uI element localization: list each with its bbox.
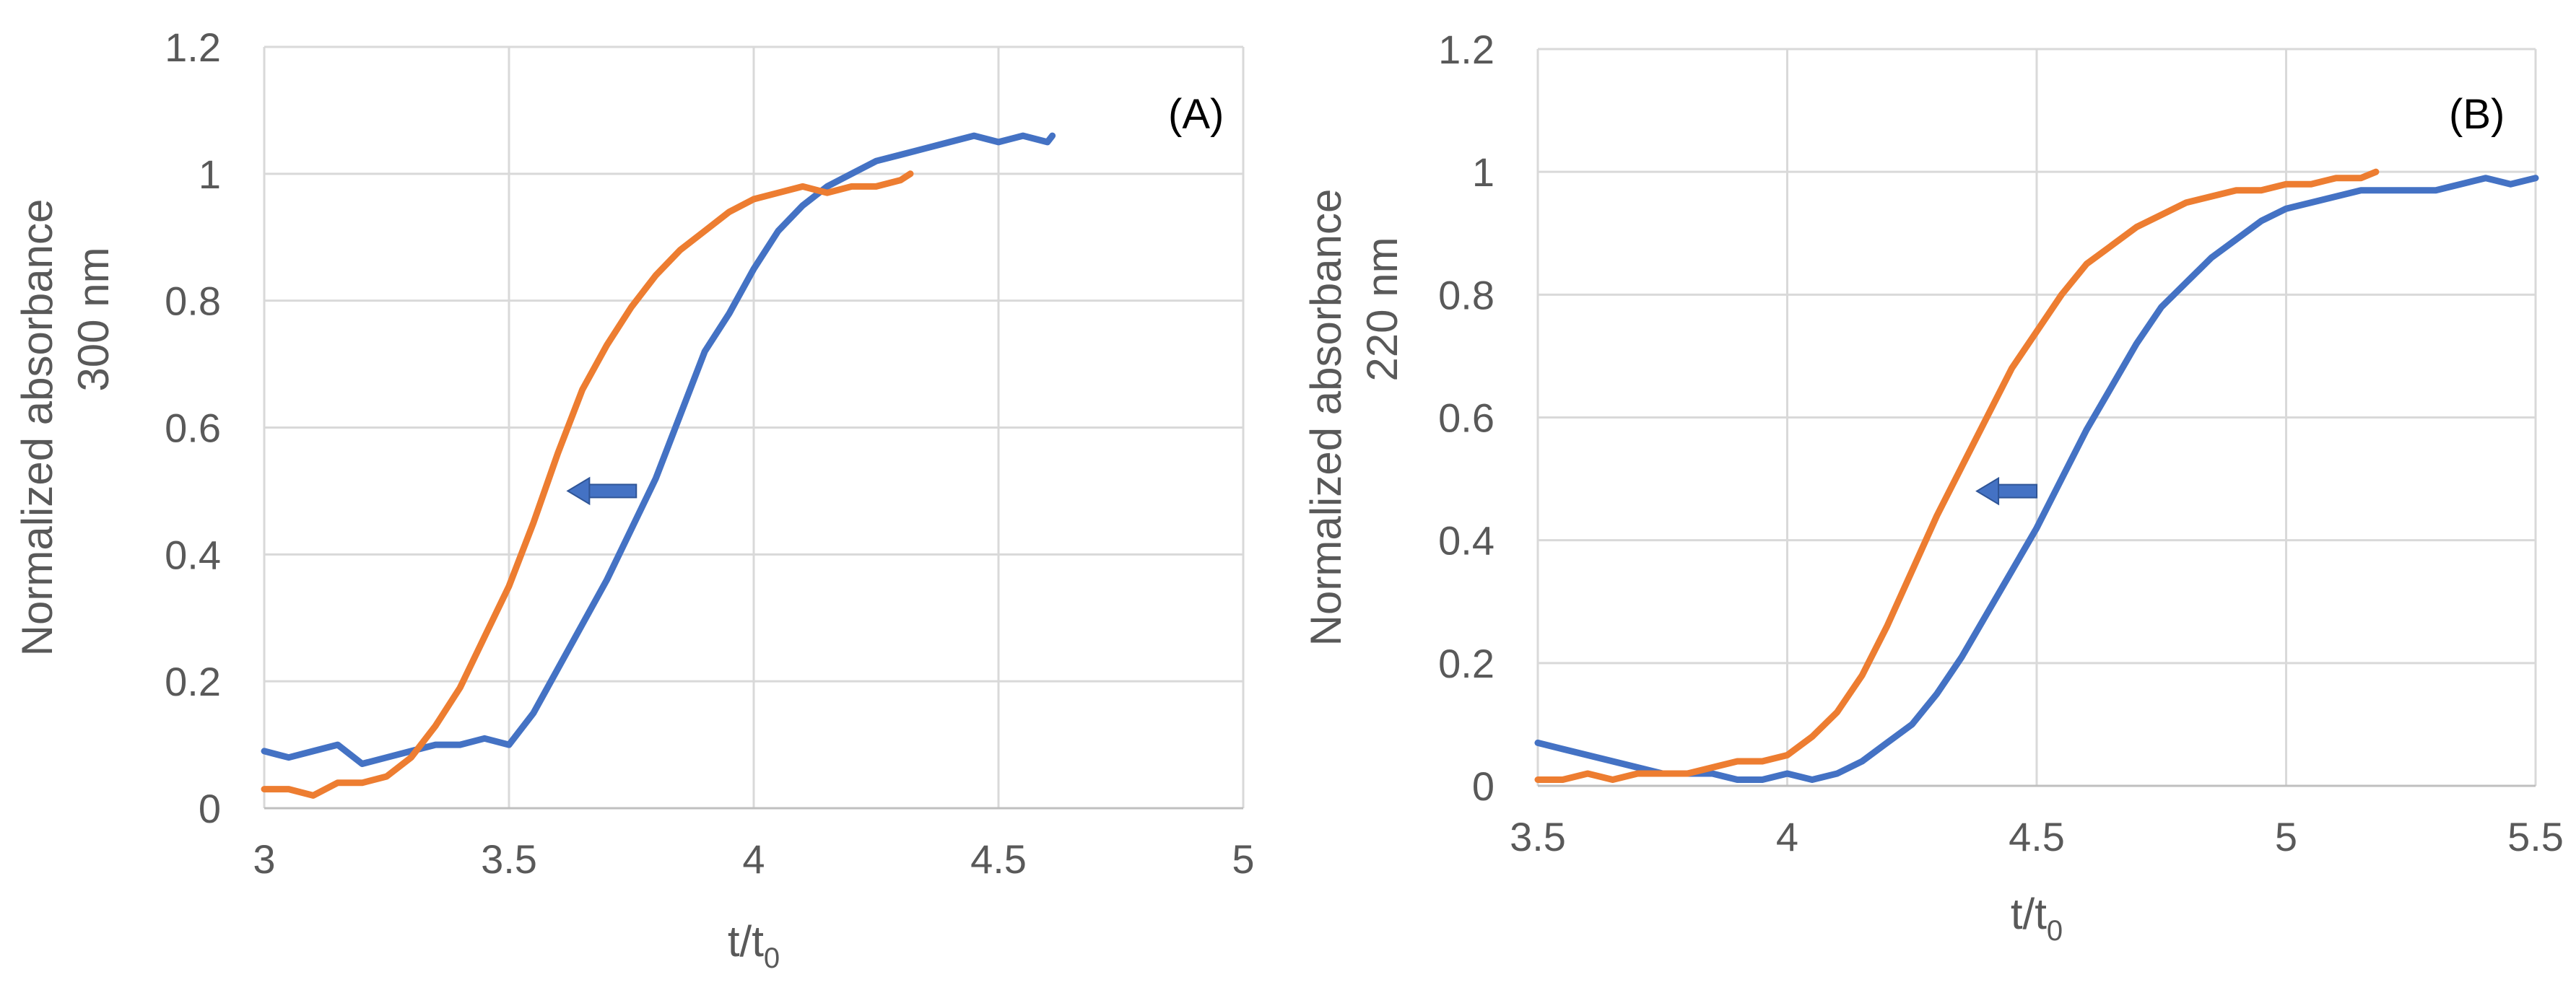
y-axis-label: Normalized absorbance xyxy=(1302,189,1350,647)
x-tick-label: 5 xyxy=(1232,836,1254,882)
y-axis-label-wavelength: 220 nm xyxy=(1358,237,1406,381)
x-axis-label: t/t0 xyxy=(2011,890,2063,947)
chart-panel-a: 0 0.2 0.4 0.6 0.8 1 1.2 3 3.5 4 4.5 5 Normalized abs… xyxy=(13,25,1255,974)
x-axis-label: t/t0 xyxy=(728,917,780,974)
series-line-orange xyxy=(261,170,914,799)
shift-arrow-head xyxy=(566,476,591,506)
shift-arrow-shaft xyxy=(587,483,638,499)
x-tick-label: 3.5 xyxy=(481,836,537,882)
x-tick-label: 3 xyxy=(253,836,275,882)
shift-arrow-shaft xyxy=(1996,483,2038,499)
series-line-orange xyxy=(1534,168,2380,783)
panel-label: (A) xyxy=(1168,91,1224,138)
y-tick-label: 0.2 xyxy=(165,659,221,704)
y-tick-label: 0 xyxy=(199,786,221,831)
x-axis-label-main: t/t xyxy=(728,917,764,966)
y-tick-label: 0.8 xyxy=(1438,272,1494,318)
y-axis-label-wavelength: 300 nm xyxy=(69,247,118,391)
panel-label: (B) xyxy=(2449,91,2505,138)
y-tick-label: 0.6 xyxy=(165,406,221,451)
x-tick-label: 3.5 xyxy=(1510,814,1566,859)
x-tick-label: 4 xyxy=(742,836,765,882)
y-tick-label: 1.2 xyxy=(1438,27,1494,72)
y-tick-label: 0.6 xyxy=(1438,395,1494,441)
shift-arrow-head xyxy=(1975,476,2000,506)
x-tick-label: 4.5 xyxy=(2009,814,2065,859)
x-axis-label-main: t/t xyxy=(2011,890,2047,938)
x-tick-label: 4 xyxy=(1776,814,1798,859)
x-axis-label-subscript: 0 xyxy=(764,942,780,974)
y-tick-label: 0.4 xyxy=(165,532,221,577)
y-axis-label: Normalized absorbance xyxy=(13,199,61,657)
chart-panel-b: 0 0.2 0.4 0.6 0.8 1 1.2 3.5 4 4.5 5 5.5 Normalized a… xyxy=(1302,27,2564,947)
x-tick-label: 5.5 xyxy=(2507,814,2564,859)
y-tick-label: 0.8 xyxy=(165,279,221,324)
y-tick-label: 0.4 xyxy=(1438,518,1494,564)
y-tick-label: 0 xyxy=(1472,763,1494,809)
x-axis-label-subscript: 0 xyxy=(2047,915,2063,947)
x-tick-label: 4.5 xyxy=(970,836,1027,882)
y-tick-label: 0.2 xyxy=(1438,641,1494,686)
series-line-blue xyxy=(1534,175,2539,783)
y-tick-label: 1.2 xyxy=(165,25,221,70)
x-tick-label: 5 xyxy=(2275,814,2297,859)
y-tick-label: 1 xyxy=(199,152,221,197)
y-tick-label: 1 xyxy=(1472,149,1494,195)
series-line-blue xyxy=(261,132,1056,767)
